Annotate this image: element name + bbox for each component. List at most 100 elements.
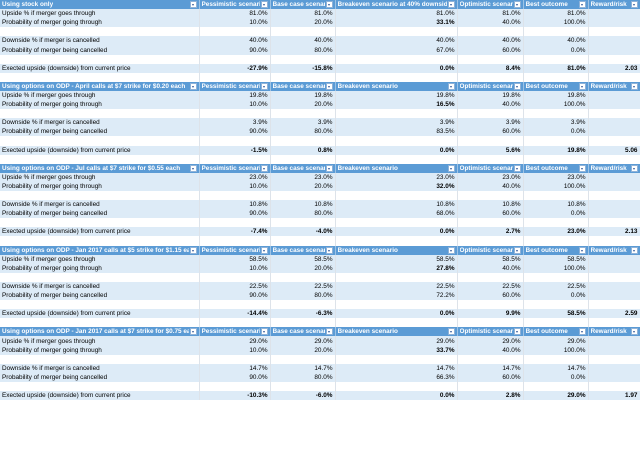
value-cell[interactable]: 67.0% [335,45,458,55]
value-cell[interactable] [588,136,640,146]
value-cell[interactable] [588,18,640,28]
value-cell[interactable] [588,263,640,273]
empty-cell[interactable] [0,236,200,246]
value-cell[interactable]: 80.0% [270,372,336,382]
value-cell[interactable]: 10.0% [199,18,271,28]
row-label-cell[interactable]: Probability of merger going through [0,345,200,355]
value-cell[interactable]: 20.0% [270,263,336,273]
empty-cell[interactable] [199,318,271,328]
empty-cell[interactable] [457,236,524,246]
value-cell[interactable]: 0.0% [335,63,458,73]
row-label-cell[interactable] [0,27,200,37]
value-cell[interactable]: -4.0% [270,227,336,237]
value-cell[interactable] [588,172,640,182]
value-cell[interactable] [523,272,589,282]
dropdown-filter-icon[interactable] [189,328,197,336]
value-cell[interactable]: 2.8% [457,391,524,401]
dropdown-filter-icon[interactable] [260,164,268,172]
value-cell[interactable] [588,345,640,355]
value-cell[interactable] [270,300,336,310]
dropdown-filter-icon[interactable] [260,1,268,9]
empty-cell[interactable] [0,154,200,164]
value-cell[interactable] [588,372,640,382]
value-cell[interactable]: 14.7% [457,363,524,373]
value-cell[interactable]: 23.0% [457,172,524,182]
value-cell[interactable]: -14.4% [199,309,271,319]
row-label-cell[interactable]: Upside % if merger goes through [0,172,200,182]
dropdown-filter-icon[interactable] [578,164,586,172]
value-cell[interactable] [588,272,640,282]
dropdown-filter-icon[interactable] [630,164,638,172]
dropdown-filter-icon[interactable] [325,164,333,172]
value-cell[interactable]: 68.0% [335,209,458,219]
value-cell[interactable] [588,218,640,228]
value-cell[interactable] [335,272,458,282]
row-label-cell[interactable]: Downside % if merger is cancelled [0,36,200,46]
value-cell[interactable] [335,190,458,201]
value-cell[interactable]: 9.9% [457,309,524,319]
value-cell[interactable] [588,291,640,301]
value-cell[interactable] [199,300,271,310]
value-cell[interactable] [335,218,458,228]
value-cell[interactable] [457,136,524,146]
value-cell[interactable] [199,218,271,228]
row-label-cell[interactable]: Downside % if merger is cancelled [0,281,200,291]
value-cell[interactable] [199,109,271,119]
value-cell[interactable]: 40.0% [457,18,524,28]
value-cell[interactable]: 2.7% [457,227,524,237]
value-cell[interactable]: 29.0% [335,336,458,346]
value-cell[interactable]: 19.8% [457,90,524,101]
value-cell[interactable]: -1.5% [199,145,271,155]
value-cell[interactable] [335,300,458,310]
value-cell[interactable] [523,27,589,37]
empty-cell[interactable] [270,318,336,328]
value-cell[interactable]: 23.0% [199,172,271,182]
value-cell[interactable]: 81.0% [457,9,524,19]
value-cell[interactable]: 40.0% [335,36,458,46]
row-label-cell[interactable] [0,136,200,146]
value-cell[interactable] [270,54,336,64]
value-cell[interactable]: 58.5% [199,254,271,264]
value-cell[interactable]: 10.0% [199,181,271,191]
value-cell[interactable] [588,36,640,46]
value-cell[interactable] [523,381,589,392]
value-cell[interactable] [588,281,640,291]
value-cell[interactable]: 81.0% [335,9,458,19]
value-cell[interactable]: 40.0% [457,36,524,46]
value-cell[interactable] [335,109,458,119]
value-cell[interactable]: 80.0% [270,45,336,55]
value-cell[interactable]: 29.0% [270,336,336,346]
value-cell[interactable] [270,136,336,146]
value-cell[interactable]: 14.7% [270,363,336,373]
value-cell[interactable]: 10.8% [523,200,589,210]
row-label-cell[interactable]: Downside % if merger is cancelled [0,118,200,128]
value-cell[interactable]: 66.3% [335,372,458,382]
value-cell[interactable] [335,54,458,64]
value-cell[interactable] [588,54,640,64]
row-label-cell[interactable] [0,190,200,201]
dropdown-filter-icon[interactable] [513,246,521,254]
value-cell[interactable]: 10.0% [199,100,271,110]
row-label-cell[interactable] [0,381,200,392]
row-label-cell[interactable]: Probability of merger going through [0,100,200,110]
value-cell[interactable]: 20.0% [270,100,336,110]
empty-cell[interactable] [523,154,589,164]
value-cell[interactable] [523,300,589,310]
row-label-cell[interactable] [0,354,200,364]
value-cell[interactable] [270,272,336,282]
dropdown-filter-icon[interactable] [630,246,638,254]
value-cell[interactable] [457,109,524,119]
dropdown-filter-icon[interactable] [189,246,197,254]
value-cell[interactable]: 29.0% [523,336,589,346]
value-cell[interactable]: 0.0% [335,227,458,237]
value-cell[interactable]: -6.3% [270,309,336,319]
row-label-cell[interactable]: Probability of merger going through [0,263,200,273]
value-cell[interactable]: 10.8% [335,200,458,210]
row-label-cell[interactable] [0,272,200,282]
row-label-cell[interactable]: Exected upside (downside) from current p… [0,63,200,73]
value-cell[interactable]: 58.5% [523,309,589,319]
value-cell[interactable]: 2.59 [588,309,640,319]
row-label-cell[interactable] [0,218,200,228]
dropdown-filter-icon[interactable] [325,328,333,336]
empty-cell[interactable] [335,72,458,82]
